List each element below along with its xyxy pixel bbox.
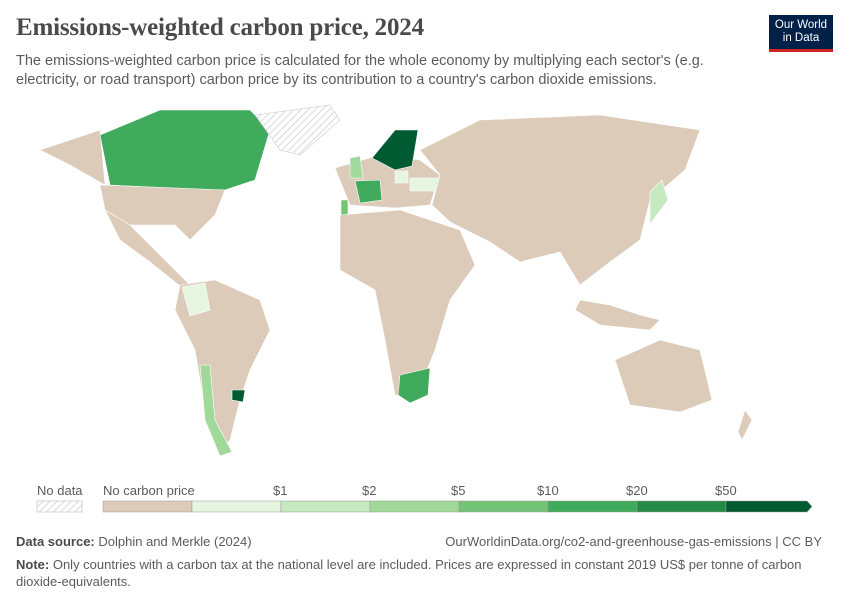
new-zealand[interactable] bbox=[737, 409, 753, 441]
south-america[interactable] bbox=[174, 279, 271, 451]
legend-bin-swatch[interactable] bbox=[636, 500, 727, 513]
legend-bin-swatch[interactable] bbox=[725, 500, 813, 513]
country-uk[interactable] bbox=[349, 155, 364, 179]
legend-tick: $5 bbox=[451, 483, 466, 498]
country-canada[interactable] bbox=[99, 109, 271, 191]
legend-bin-swatch[interactable] bbox=[547, 500, 638, 513]
africa[interactable] bbox=[339, 209, 476, 401]
legend-tick: $1 bbox=[273, 483, 288, 498]
legend-no-data-label: No data bbox=[37, 483, 83, 498]
note-text: Only countries with a carbon tax at the … bbox=[16, 557, 802, 589]
legend-tick: $10 bbox=[537, 483, 559, 498]
legend-bin-swatch[interactable] bbox=[102, 500, 193, 513]
country-south-africa[interactable] bbox=[397, 367, 431, 404]
subtitle: The emissions-weighted carbon price is c… bbox=[16, 53, 704, 88]
data-source: Dolphin and Merkle (2024) bbox=[98, 534, 252, 549]
legend-no-carbon-price-label: No carbon price bbox=[103, 483, 195, 498]
alaska[interactable] bbox=[39, 129, 106, 186]
note-label: Note: bbox=[16, 557, 50, 572]
legend-bin-swatch[interactable] bbox=[458, 500, 549, 513]
owid-logo[interactable]: Our World in Data bbox=[769, 15, 833, 52]
legend-bin-swatch[interactable] bbox=[369, 500, 460, 513]
source-label: Data source: bbox=[16, 534, 95, 549]
country-chile[interactable] bbox=[199, 364, 233, 457]
source-url[interactable]: OurWorldinData.org/co2-and-greenhouse-ga… bbox=[445, 534, 822, 549]
greenland[interactable] bbox=[254, 104, 341, 156]
country-portugal[interactable] bbox=[340, 199, 349, 217]
country-poland[interactable] bbox=[394, 170, 409, 184]
legend-tick: $50 bbox=[715, 483, 737, 498]
country-scandinavia[interactable] bbox=[371, 129, 419, 171]
legend-no-data-swatch bbox=[36, 500, 83, 513]
legend-tick: $2 bbox=[362, 483, 377, 498]
legend-bin-swatch[interactable] bbox=[191, 500, 282, 513]
australia[interactable] bbox=[614, 339, 713, 413]
country-japan[interactable] bbox=[649, 179, 669, 225]
legend-tick: $20 bbox=[626, 483, 648, 498]
country-colombia[interactable] bbox=[181, 282, 211, 317]
asia[interactable] bbox=[419, 114, 701, 286]
legend-bin-swatch[interactable] bbox=[280, 500, 371, 513]
indonesia[interactable] bbox=[574, 299, 661, 331]
footer: Data source: Dolphin and Merkle (2024) O… bbox=[16, 533, 836, 590]
world-map bbox=[39, 104, 753, 457]
country-ukraine[interactable] bbox=[409, 177, 441, 192]
page-title: Emissions-weighted carbon price, 2024 bbox=[16, 14, 424, 41]
legend: No data No carbon price $1 $2 $5 $10 $20… bbox=[0, 480, 850, 520]
country-uruguay[interactable] bbox=[231, 389, 246, 403]
country-france[interactable] bbox=[354, 179, 383, 204]
